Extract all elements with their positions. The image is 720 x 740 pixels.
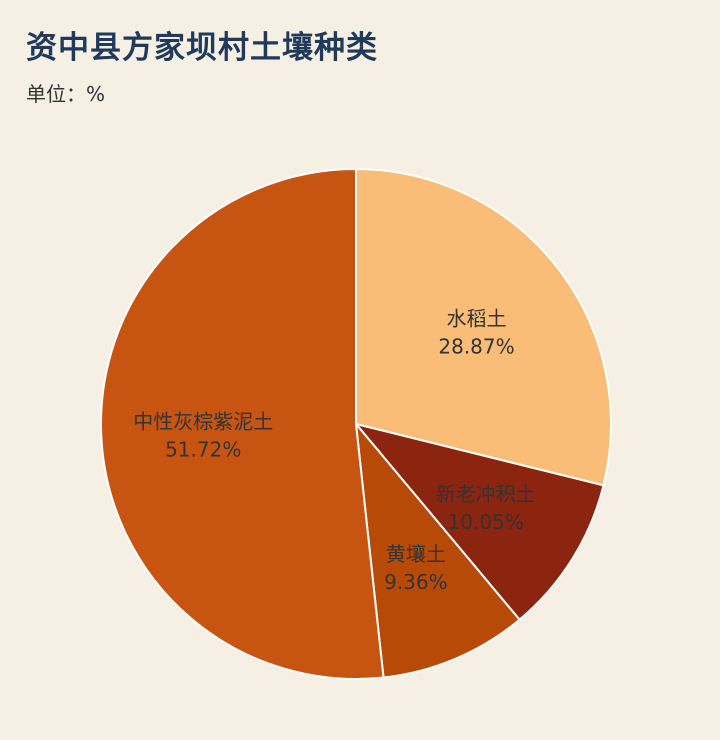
chart-subtitle: 单位：%: [26, 82, 106, 106]
pie-slice-2[interactable]: [354, 420, 521, 679]
chart-title: 资中县方家坝村土壤种类: [26, 30, 378, 66]
slice-name-label: 水稻土: [447, 307, 507, 331]
slice-name-label: 中性灰棕紫泥土: [133, 409, 273, 433]
slice-value-label: 28.87%: [438, 335, 514, 359]
slice-labels: 水稻土 28.87% 新老冲积土 10.05%黄壤土 9.36% 中性灰棕紫泥土 51.72…: [133, 307, 535, 594]
slice-value-label: 51.72%: [165, 437, 241, 461]
pie-slice-1[interactable]: [353, 422, 605, 622]
slice-name-label: 黄壤土: [386, 542, 446, 566]
slice-name-label: 新老冲积土: [436, 482, 536, 506]
pie-slice-3[interactable]: [100, 167, 385, 680]
slice-value-label: 9.36%: [384, 570, 448, 594]
slice-value-label: 10.05%: [448, 510, 524, 534]
pie-slice-0[interactable]: [355, 167, 612, 487]
